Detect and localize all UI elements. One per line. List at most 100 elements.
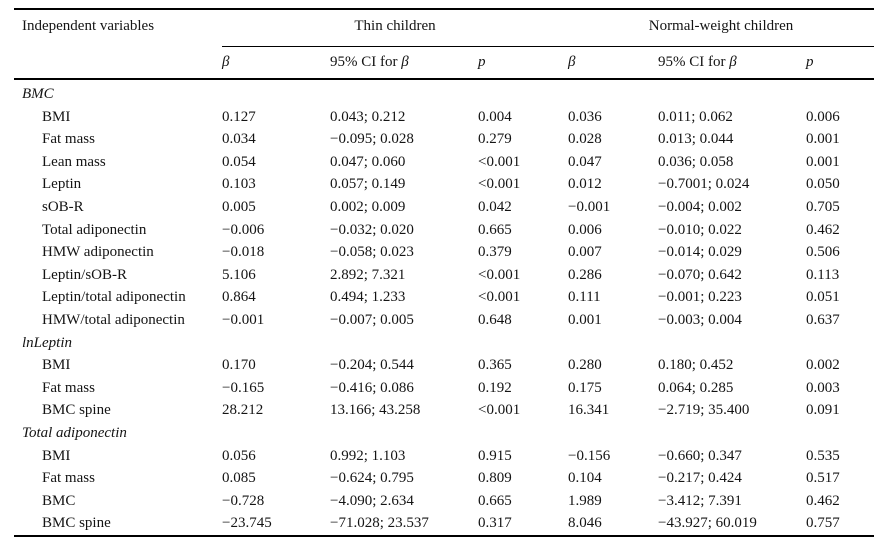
thin-children-group-header: Thin children [222,9,568,47]
cell-beta-thin: 0.056 [222,447,256,464]
p-normal-header: p [806,46,875,80]
table-row: sOB-R 0.005 0.002; 0.009 0.042 −0.001 −0.004;… [14,196,874,219]
cell-p-normal: 0.001 [806,153,840,170]
cell-ci-thin: −0.624; 0.795 [330,470,414,487]
cell-beta-normal: 0.047 [568,153,602,170]
cell-beta-normal: 16.341 [568,402,610,419]
cell-beta-normal: −0.156 [568,447,611,464]
row-label: Leptin [42,176,82,193]
row-label: BMI [42,447,71,464]
cell-p-thin: <0.001 [478,153,521,170]
cell-beta-thin: 0.170 [222,357,256,374]
cell-p-normal: 0.535 [806,447,840,464]
section-title: BMC [22,86,54,102]
cell-p-normal: 0.113 [806,266,840,283]
cell-beta-normal: 0.036 [568,108,602,125]
cell-beta-thin: 0.085 [222,470,256,487]
cell-p-normal: 0.091 [806,402,840,419]
row-label: Lean mass [42,153,106,170]
cell-p-thin: 0.365 [478,357,512,374]
row-label: BMI [42,108,71,125]
cell-ci-thin: 2.892; 7.321 [330,266,406,283]
table-row: HMW/total adiponectin −0.001 −0.007; 0.005… [14,309,874,332]
cell-p-normal: 0.051 [806,289,840,306]
table-row: Leptin/sOB-R 5.106 2.892; 7.321 <0.001 0.286… [14,264,874,287]
row-label: HMW/total adiponectin [42,311,185,328]
cell-beta-thin: −23.745 [222,515,272,532]
cell-beta-normal: 0.007 [568,244,602,261]
cell-ci-thin: −0.095; 0.028 [330,131,414,148]
cell-beta-normal: 0.111 [568,289,601,306]
cell-p-thin: <0.001 [478,266,521,283]
cell-p-thin: 0.665 [478,492,512,509]
cell-ci-normal: −0.217; 0.424 [658,470,742,487]
cell-ci-thin: 0.992; 1.103 [330,447,406,464]
cell-p-thin: 0.665 [478,221,512,238]
cell-ci-normal: −0.004; 0.002 [658,198,742,215]
section-row: BMC [14,79,874,106]
cell-beta-thin: −0.728 [222,492,265,509]
table-row: Total adiponectin −0.006 −0.032; 0.020 0.66… [14,219,874,242]
cell-beta-thin: 0.127 [222,108,256,125]
cell-ci-thin: −0.416; 0.086 [330,379,414,396]
cell-ci-thin: −0.058; 0.023 [330,244,414,261]
cell-beta-normal: 0.280 [568,357,602,374]
row-label: Fat mass [42,379,95,396]
beta-symbol: β [401,54,409,70]
table-row: BMI 0.170 −0.204; 0.544 0.365 0.280 0.180; 0.… [14,354,874,377]
row-label: sOB-R [42,198,84,215]
cell-ci-thin: −0.204; 0.544 [330,357,414,374]
cell-p-thin: 0.809 [478,470,512,487]
cell-beta-normal: 0.028 [568,131,602,148]
cell-p-normal: 0.006 [806,108,840,125]
cell-ci-thin: 0.002; 0.009 [330,198,406,215]
cell-p-normal: 0.050 [806,176,840,193]
cell-beta-thin: −0.165 [222,379,265,396]
cell-ci-thin: 0.043; 0.212 [330,108,406,125]
row-label: BMC [42,492,76,509]
table-row: Leptin 0.103 0.057; 0.149 <0.001 0.012 −0.700… [14,173,874,196]
cell-beta-thin: −0.006 [222,221,265,238]
beta-normal-header: β [568,46,658,80]
cell-ci-normal: 0.036; 0.058 [658,153,734,170]
cell-p-normal: 0.003 [806,379,840,396]
cell-beta-normal: 0.006 [568,221,602,238]
table-header: Independent variables Thin children Norm… [14,9,875,80]
cell-beta-thin: −0.001 [222,311,265,328]
cell-p-thin: 0.648 [478,311,512,328]
cell-beta-thin: 0.034 [222,131,256,148]
cell-p-normal: 0.757 [806,515,840,532]
cell-beta-thin: 0.054 [222,153,256,170]
cell-p-thin: 0.042 [478,198,512,215]
cell-beta-normal: 0.286 [568,266,602,283]
beta-thin-header: β [222,46,330,80]
cell-p-normal: 0.506 [806,244,840,261]
cell-ci-normal: −0.003; 0.004 [658,311,742,328]
cell-ci-thin: 0.047; 0.060 [330,153,406,170]
cell-beta-normal: 8.046 [568,515,602,532]
regression-results-table: Independent variables Thin children Norm… [14,8,875,537]
cell-p-normal: 0.002 [806,357,840,374]
section-title: lnLeptin [22,334,73,351]
table-row: Fat mass −0.165 −0.416; 0.086 0.192 0.175 0.0… [14,377,874,400]
cell-ci-normal: −0.660; 0.347 [658,447,742,464]
cell-beta-thin: 28.212 [222,402,264,419]
beta-symbol: β [729,54,737,70]
cell-beta-thin: 0.864 [222,289,256,306]
normal-weight-group-header: Normal-weight children [568,9,875,47]
cell-beta-normal: 0.001 [568,311,602,328]
cell-p-thin: <0.001 [478,402,521,419]
cell-p-thin: 0.379 [478,244,512,261]
cell-ci-normal: −43.927; 60.019 [658,515,757,532]
cell-p-thin: 0.004 [478,108,512,125]
cell-ci-thin: 13.166; 43.258 [330,402,421,419]
cell-ci-normal: 0.013; 0.044 [658,131,734,148]
cell-ci-normal: 0.064; 0.285 [658,379,734,396]
cell-p-thin: 0.192 [478,379,512,396]
section-row: Total adiponectin [14,422,874,445]
section-title: Total adiponectin [22,424,127,441]
cell-ci-thin: 0.494; 1.233 [330,289,406,306]
cell-ci-normal: −0.7001; 0.024 [658,176,750,193]
beta-symbol: β [568,54,576,70]
cell-ci-thin: −71.028; 23.537 [330,515,429,532]
